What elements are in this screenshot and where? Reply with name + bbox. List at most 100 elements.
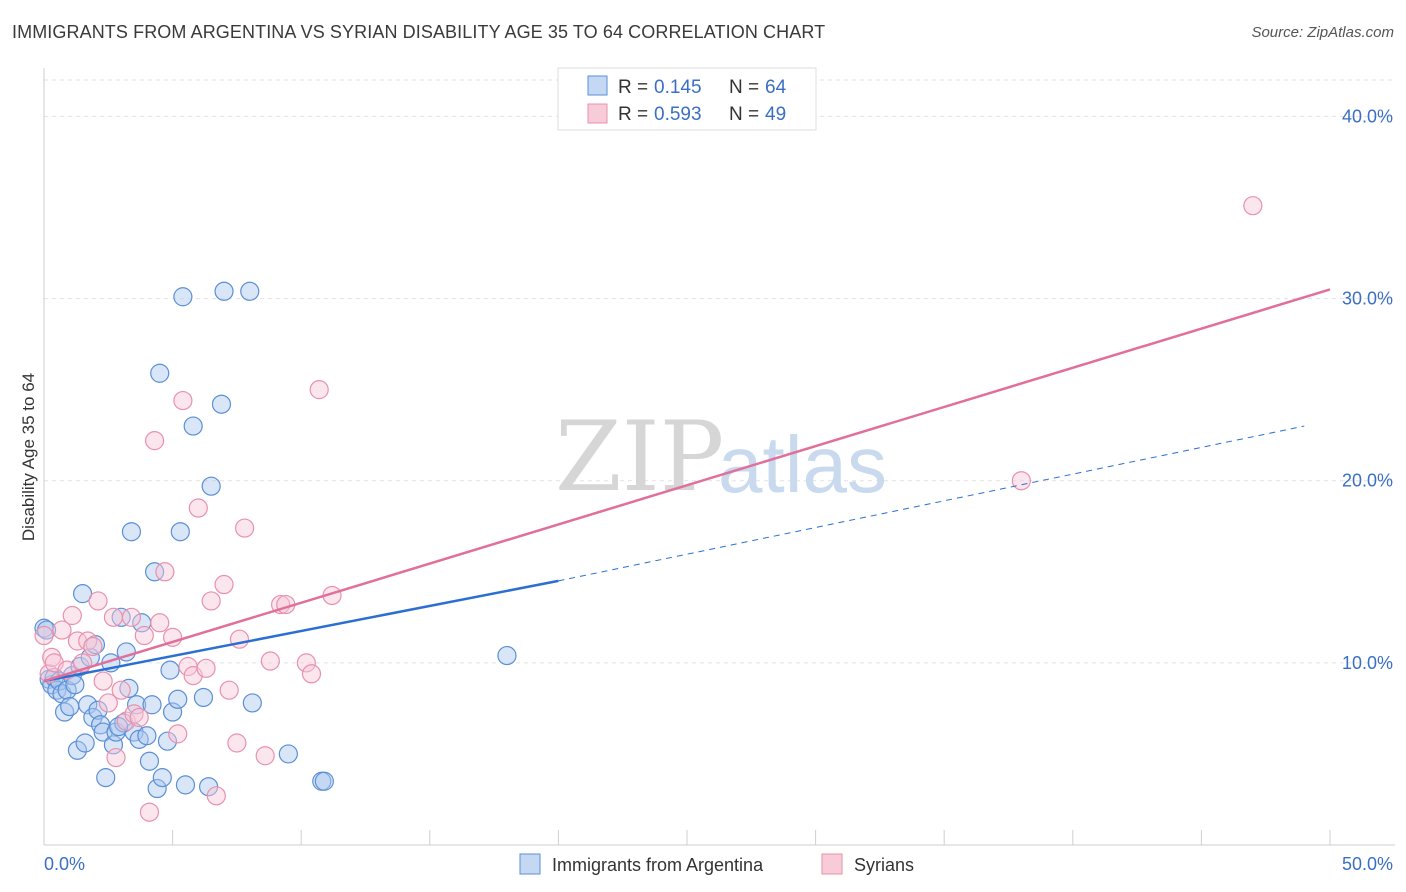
syrians-point [93,671,113,691]
watermark: ZIP atlas [555,401,887,513]
argentina-point [121,522,142,542]
syrians-point [134,625,154,646]
argentina-point [150,363,170,383]
axes [43,68,1395,846]
syrians-point [1243,196,1263,216]
y-tick-label: 20.0% [1342,471,1393,491]
syrians-point [116,711,136,731]
argentina-point [240,281,260,301]
legend-r-label-argentina: R = [618,77,648,98]
syrians-point [98,693,118,713]
legend-swatch-argentina [587,75,608,96]
series-argentina-points [34,281,517,799]
syrians-point [206,786,226,806]
legend-r-label-syrians: R = [618,104,648,125]
argentina-point [72,584,93,604]
argentina-point [160,660,180,680]
argentina-point [152,768,172,788]
legend-n-value-syrians: 49 [765,104,786,125]
argentina-point [119,678,139,698]
series-syrians-points [34,196,1263,822]
syrians-point [227,733,247,753]
syrians-point [88,591,108,611]
argentina-point [147,778,167,799]
syrians-point [309,380,329,400]
syrians-point [150,613,170,633]
bottom-legend: Immigrants from Argentina Syrians [519,853,914,875]
syrians-point [103,607,124,627]
watermark-atlas: atlas [718,420,887,509]
bottom-legend-swatch-argentina [519,853,541,875]
syrians-point [155,562,175,582]
syrians-point [196,658,216,678]
argentina-point [170,522,190,542]
argentina-point [60,696,80,717]
syrians-point [163,627,183,647]
syrians-point [62,605,82,626]
argentina-point [211,394,232,414]
argentina-point [137,726,157,746]
bottom-legend-label-syrians: Syrians [854,855,914,875]
argentina-point [183,416,203,436]
x-tick-labels: 0.0% 50.0% [44,854,1393,874]
syrians-point [106,747,126,768]
syrians-point [124,704,144,724]
trend-lines [43,288,1331,683]
syrians-point [121,607,142,627]
legend-swatch-syrians [587,103,608,124]
syrians-point [83,636,103,657]
argentina-point [163,702,183,722]
argentina-point [139,751,160,771]
legend-n-value-argentina: 64 [765,77,787,98]
argentina-point [278,744,298,764]
y-tick-label: 40.0% [1342,106,1393,126]
legend-n-label-syrians: N = [729,104,759,125]
syrians-point [201,591,221,611]
syrians-point [52,620,72,640]
argentina-point [75,733,95,753]
syrians-point [34,625,54,646]
syrians-point [139,802,160,822]
syrians-trend-line [43,288,1331,683]
syrians-point [271,594,291,615]
argentina-trend-line [43,579,559,683]
argentina-point [142,695,162,715]
argentina-point [201,476,221,496]
chart-source: Source: ZipAtlas.com [1251,24,1394,41]
argentina-point [214,281,234,301]
y-tick-label: 30.0% [1342,289,1393,309]
argentina-point [144,562,165,582]
syrians-point [214,574,234,595]
argentina-point [54,702,75,722]
y-tick-label: 10.0% [1342,653,1393,673]
legend-r-value-argentina: 0.145 [654,77,702,98]
bottom-legend-label-argentina: Immigrants from Argentina [552,855,764,875]
argentina-point [314,771,334,791]
argentina-point [88,700,108,720]
x-tick-label: 0.0% [44,854,85,874]
argentina-point [157,731,178,751]
syrians-point [78,631,98,651]
watermark-zip: ZIP [555,401,724,513]
syrians-point [173,390,193,411]
syrians-point [260,651,280,671]
syrians-point [168,724,188,744]
top-legend: R = 0.145 N = 64 R = 0.593 N = 49 [557,67,817,131]
bottom-legend-swatch-syrians [821,853,843,875]
syrians-point [235,518,255,538]
argentina-point [78,695,98,715]
syrians-point [255,746,275,766]
syrians-point [188,498,208,518]
argentina-point [67,740,88,760]
argentina-point [111,607,131,627]
y-tick-labels: 10.0% 20.0% 30.0% 40.0% [1342,106,1393,672]
legend-n-label-argentina: N = [729,77,759,98]
argentina-point [168,689,188,709]
syrians-point [1011,471,1031,491]
chart-title: IMMIGRANTS FROM ARGENTINA VS SYRIAN DISA… [12,22,826,42]
syrians-point [301,664,322,684]
y-axis-label: Disability Age 35 to 64 [19,373,38,541]
argentina-point [96,768,116,788]
argentina-point [175,775,196,795]
